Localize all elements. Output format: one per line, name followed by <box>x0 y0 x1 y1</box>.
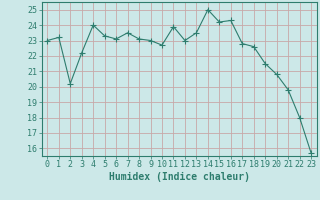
X-axis label: Humidex (Indice chaleur): Humidex (Indice chaleur) <box>109 172 250 182</box>
